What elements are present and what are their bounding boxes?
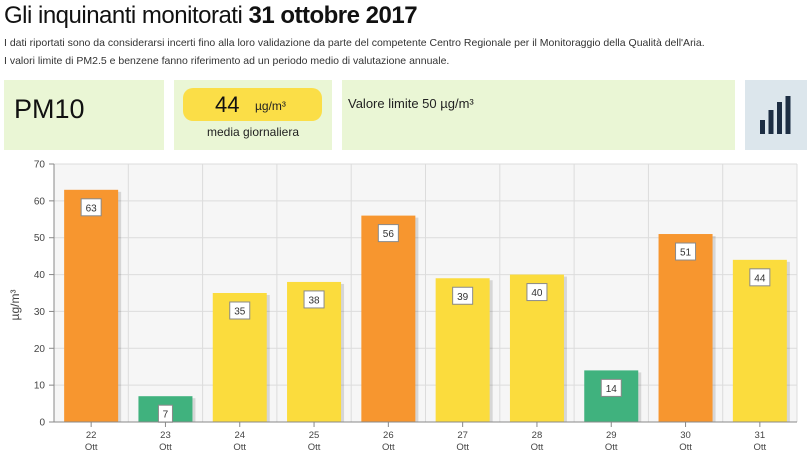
data-label-box bbox=[675, 242, 697, 261]
data-label: 35 bbox=[234, 307, 246, 318]
x-tick-label-month: Ott bbox=[605, 442, 618, 453]
x-tick-label-day: 22 bbox=[86, 430, 97, 441]
data-label-box bbox=[303, 290, 325, 309]
data-label: 40 bbox=[531, 288, 543, 299]
data-label: 39 bbox=[457, 292, 469, 303]
y-axis-label: µg/m³ bbox=[8, 290, 22, 321]
y-tick-label: 40 bbox=[34, 270, 46, 281]
x-tick-label-day: 28 bbox=[532, 430, 543, 441]
average-unit: µg/m³ bbox=[255, 99, 286, 113]
x-tick-label-day: 27 bbox=[457, 430, 468, 441]
data-label-box bbox=[600, 378, 622, 397]
chart-toggle-button[interactable] bbox=[745, 80, 807, 150]
page-title-date: 31 ottobre 2017 bbox=[248, 2, 418, 29]
x-tick-label-month: Ott bbox=[85, 442, 98, 453]
bar-22-ott[interactable] bbox=[64, 189, 119, 422]
x-tick-label-month: Ott bbox=[531, 442, 544, 453]
data-label: 51 bbox=[680, 248, 692, 259]
pollutant-name: PM10 bbox=[14, 94, 85, 124]
data-label-box bbox=[229, 301, 251, 320]
daily-average-panel: 44 µg/m³ media giornaliera bbox=[174, 80, 332, 150]
data-label: 63 bbox=[86, 203, 98, 214]
x-tick-label-month: Ott bbox=[159, 442, 172, 453]
limit-note: I valori limite di PM2.5 e benzene fanno… bbox=[4, 55, 450, 67]
data-label-box bbox=[749, 268, 771, 287]
data-label: 7 bbox=[163, 410, 169, 421]
y-tick-label: 30 bbox=[34, 307, 46, 318]
x-tick-label-month: Ott bbox=[382, 442, 395, 453]
x-tick-label-day: 30 bbox=[680, 430, 691, 441]
data-label-box bbox=[80, 198, 102, 217]
bar-26-ott[interactable] bbox=[361, 215, 416, 422]
average-label: media giornaliera bbox=[206, 125, 300, 139]
x-tick-label-day: 26 bbox=[383, 430, 394, 441]
x-tick-label-month: Ott bbox=[754, 442, 767, 453]
bar-chart-icon bbox=[760, 96, 791, 134]
page-title: Gli inquinanti monitorati 31 ottobre 201… bbox=[4, 2, 418, 30]
x-tick-label-day: 25 bbox=[309, 430, 320, 441]
x-tick-label-day: 31 bbox=[755, 430, 766, 441]
data-label: 14 bbox=[606, 384, 618, 395]
y-tick-label: 10 bbox=[34, 381, 46, 392]
limit-value: Valore limite 50 µg/m³ bbox=[348, 96, 474, 111]
data-label: 38 bbox=[308, 295, 320, 306]
y-tick-label: 50 bbox=[34, 233, 46, 244]
average-badge: 44 µg/m³ bbox=[183, 88, 322, 121]
data-label-box bbox=[526, 283, 548, 302]
limit-panel: Valore limite 50 µg/m³ bbox=[342, 80, 735, 150]
y-tick-label: 0 bbox=[39, 418, 45, 429]
data-label: 44 bbox=[754, 273, 766, 284]
x-tick-label-month: Ott bbox=[308, 442, 321, 453]
y-tick-label: 60 bbox=[34, 196, 46, 207]
x-tick-label-month: Ott bbox=[456, 442, 469, 453]
bar-31-ott[interactable] bbox=[732, 259, 787, 422]
x-tick-label-month: Ott bbox=[233, 442, 246, 453]
data-label-box bbox=[452, 286, 474, 305]
bar-30-ott[interactable] bbox=[658, 234, 713, 422]
page-title-prefix: Gli inquinanti monitorati bbox=[4, 2, 243, 29]
average-value: 44 bbox=[215, 92, 240, 117]
data-label: 56 bbox=[383, 229, 395, 240]
x-tick-label-day: 24 bbox=[234, 430, 245, 441]
disclaimer-note: I dati riportati sono da considerarsi in… bbox=[4, 37, 705, 49]
pollutant-panel: PM10 bbox=[4, 80, 164, 150]
y-tick-label: 20 bbox=[34, 344, 46, 355]
x-tick-label-day: 23 bbox=[160, 430, 171, 441]
y-tick-label: 70 bbox=[34, 160, 46, 171]
x-tick-label-month: Ott bbox=[679, 442, 692, 453]
pm10-chart: 63 7 35 38 56 39 40 14 51 44 0 10 20 30 40 50 60 70 22 Ott… bbox=[0, 152, 807, 466]
x-tick-label-day: 29 bbox=[606, 430, 617, 441]
data-label-box bbox=[377, 224, 399, 243]
